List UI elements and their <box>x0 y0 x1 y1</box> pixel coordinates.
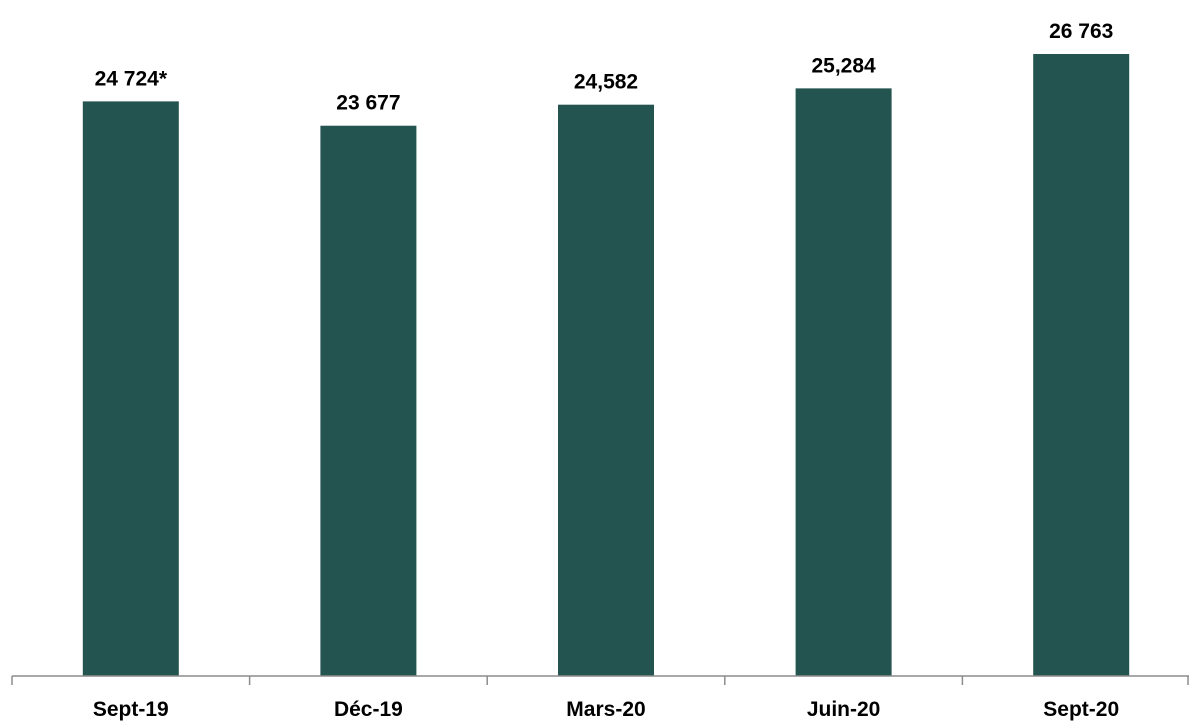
x-tick-label-sept-20: Sept-20 <box>1043 698 1119 721</box>
x-axis-tick-labels-group: Sept-19 Déc-19 Mars-20 Juin-20 Sept-20 <box>93 698 1119 721</box>
value-label-sept-19: 24 724* <box>95 67 168 90</box>
x-tick-label-mars-20: Mars-20 <box>566 698 645 721</box>
bars-group <box>82 54 1130 677</box>
x-axis-ticks-group <box>11 676 1189 685</box>
bar-sept-19 <box>82 101 179 676</box>
value-label-dec-19: 23 677 <box>336 92 400 115</box>
value-label-mars-20: 24,582 <box>574 71 638 94</box>
bar-dec-19 <box>320 125 417 676</box>
bar-sept-20 <box>1033 54 1130 676</box>
value-labels-group: 24 724* 23 677 24,582 25,284 26 763 <box>95 20 1114 115</box>
bar-mars-20 <box>558 104 654 676</box>
x-tick-label-juin-20: Juin-20 <box>807 698 881 721</box>
x-tick-label-dec-19: Déc-19 <box>334 698 403 721</box>
value-label-juin-20: 25,284 <box>811 54 876 77</box>
value-label-sept-20: 26 763 <box>1049 20 1113 43</box>
x-tick-label-sept-19: Sept-19 <box>93 698 169 721</box>
bar-juin-20 <box>795 88 892 677</box>
